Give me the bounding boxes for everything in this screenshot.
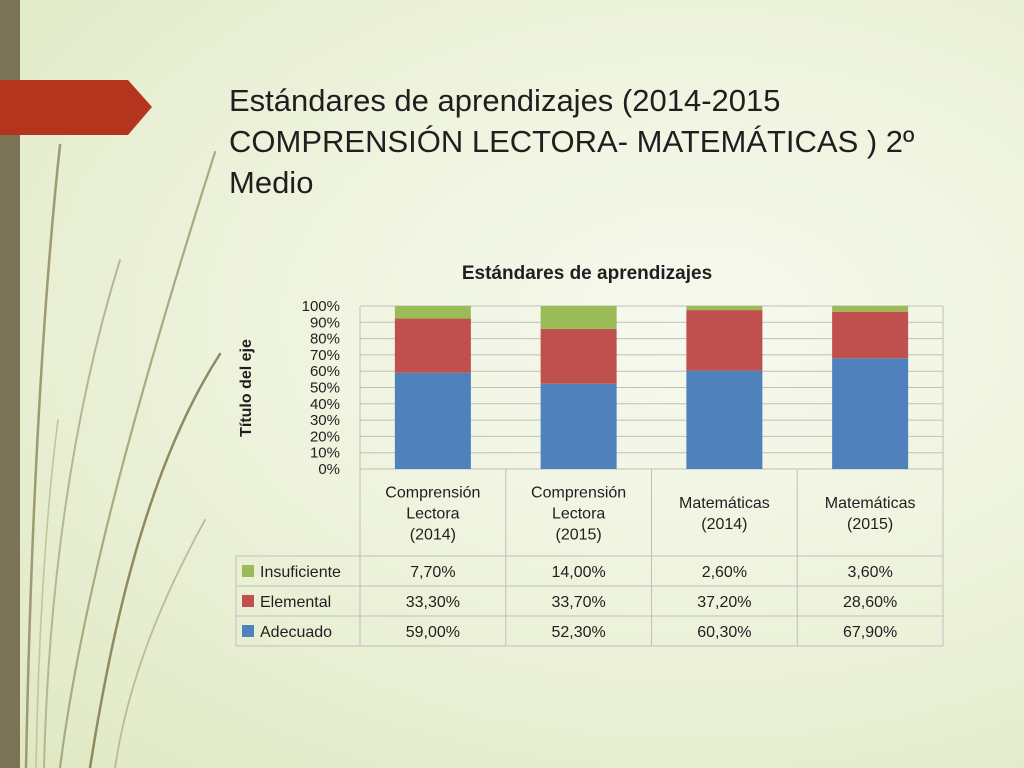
table-value-insuficiente: 14,00% — [551, 564, 605, 581]
x-category-label: Lectora — [552, 506, 605, 523]
table-value-insuficiente: 3,60% — [847, 564, 892, 581]
bar-elemental-2 — [686, 310, 763, 371]
y-tick-label: 0% — [318, 461, 340, 478]
legend-swatch-elemental — [242, 595, 254, 607]
bar-adecuado-1 — [540, 383, 617, 469]
bar-elemental-3 — [832, 311, 909, 359]
x-category-label: (2014) — [410, 527, 456, 544]
table-value-insuficiente: 7,70% — [410, 564, 455, 581]
bar-adecuado-2 — [686, 370, 763, 469]
x-category-label: Matemáticas — [679, 495, 770, 512]
decorative-grass-lines — [24, 143, 222, 768]
y-tick-label: 20% — [310, 428, 340, 445]
table-value-elemental: 33,30% — [406, 594, 460, 611]
y-tick-label: 50% — [310, 380, 340, 397]
y-tick-label: 90% — [310, 314, 340, 331]
table-value-adecuado: 52,30% — [551, 624, 605, 641]
bar-insuficiente-2 — [686, 305, 763, 311]
x-category-label: (2015) — [556, 527, 602, 544]
slide-title-line-3: Medio — [229, 165, 314, 200]
y-tick-label: 10% — [310, 445, 340, 462]
y-axis-title: Título del eje — [238, 339, 255, 437]
legend-swatch-insuficiente — [242, 565, 254, 577]
legend-label-insuficiente: Insuficiente — [260, 564, 341, 581]
chart-title: Estándares de aprendizajes — [462, 263, 712, 284]
bar-insuficiente-1 — [540, 306, 617, 329]
y-tick-label: 30% — [310, 412, 340, 429]
legend-label-adecuado: Adecuado — [260, 624, 332, 641]
slide-title-line-2: COMPRENSIÓN LECTORA- MATEMÁTICAS ) 2º — [229, 124, 915, 159]
bar-elemental-1 — [540, 328, 617, 384]
bar-elemental-0 — [394, 318, 471, 373]
bar-adecuado-3 — [832, 358, 909, 469]
slide-title-line-1: Estándares de aprendizajes (2014-2015 — [229, 83, 781, 118]
legend-swatch-adecuado — [242, 625, 254, 637]
x-category-label: (2015) — [847, 516, 893, 533]
bar-adecuado-0 — [394, 372, 471, 469]
y-tick-label: 60% — [310, 363, 340, 380]
title-arrow-marker — [0, 80, 152, 135]
y-tick-label: 80% — [310, 331, 340, 348]
table-value-insuficiente: 2,60% — [702, 564, 747, 581]
table-value-adecuado: 67,90% — [843, 624, 897, 641]
y-tick-label: 70% — [310, 347, 340, 364]
left-sidebar-bar — [0, 0, 20, 768]
table-value-elemental: 28,60% — [843, 594, 897, 611]
table-value-elemental: 33,70% — [551, 594, 605, 611]
slide-title: Estándares de aprendizajes (2014-2015 CO… — [229, 80, 929, 203]
y-tick-label: 40% — [310, 396, 340, 413]
x-category-label: Matemáticas — [825, 495, 916, 512]
legend-label-elemental: Elemental — [260, 594, 331, 611]
x-category-label: Lectora — [406, 506, 459, 523]
bar-insuficiente-0 — [394, 306, 471, 319]
x-category-label: Comprensión — [385, 485, 480, 502]
bar-insuficiente-3 — [832, 305, 909, 312]
x-category-label: (2014) — [701, 516, 747, 533]
table-value-adecuado: 60,30% — [697, 624, 751, 641]
x-category-label: Comprensión — [531, 485, 626, 502]
table-value-elemental: 37,20% — [697, 594, 751, 611]
table-value-adecuado: 59,00% — [406, 624, 460, 641]
y-tick-label: 100% — [302, 298, 340, 315]
